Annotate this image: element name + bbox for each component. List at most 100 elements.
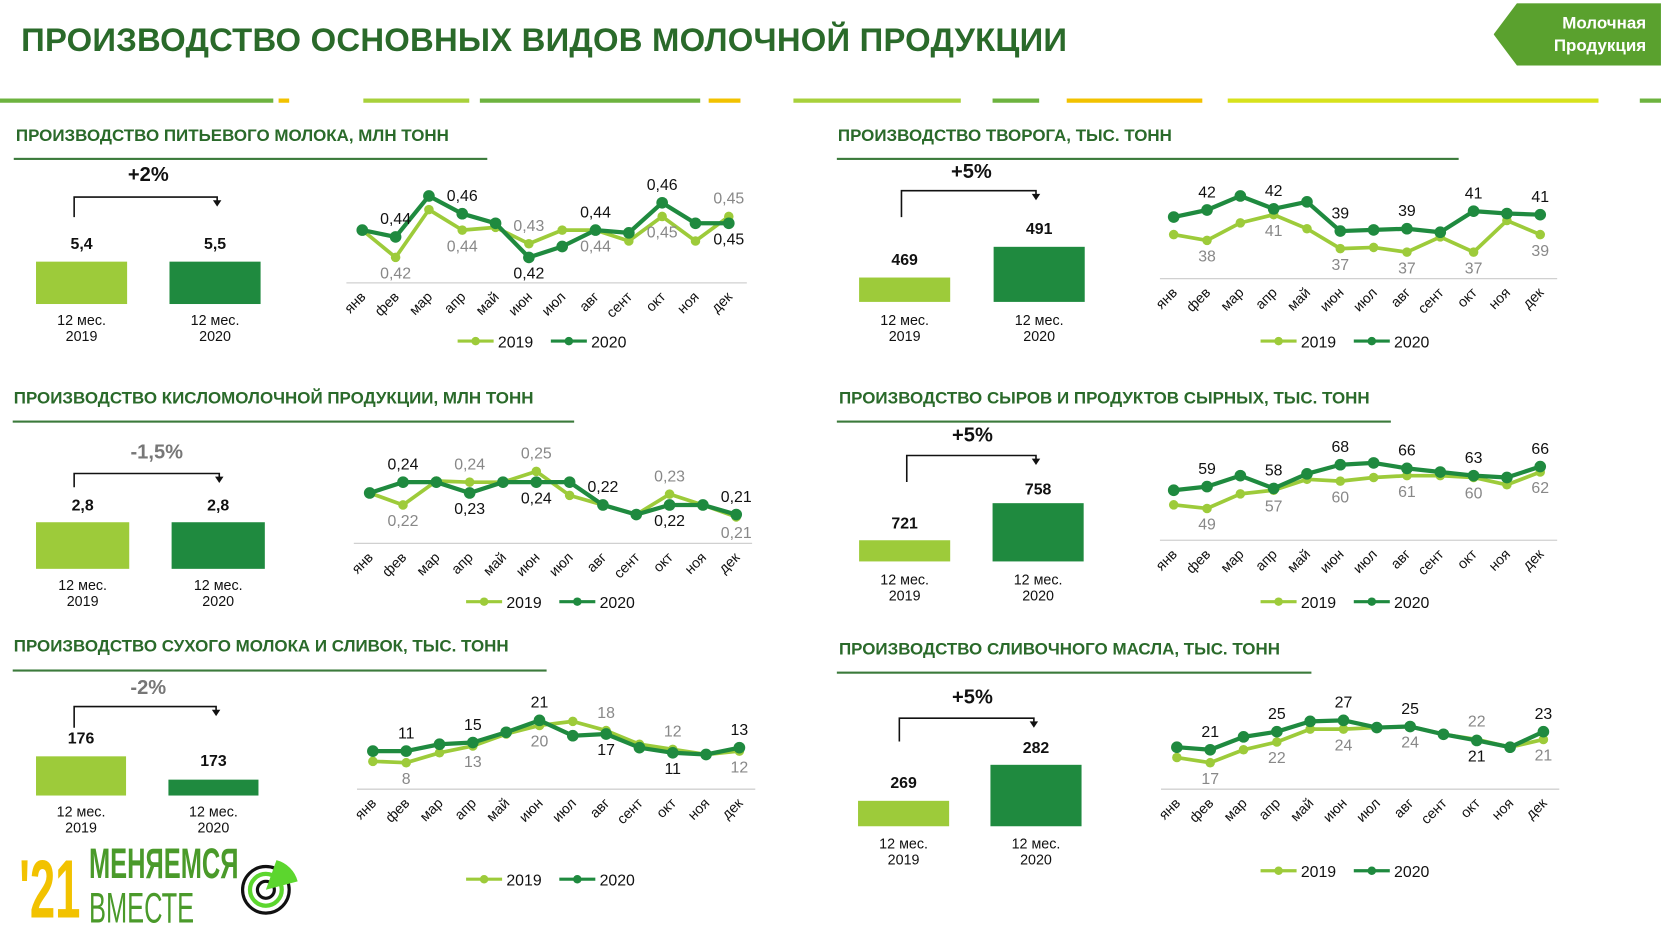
data-point-2019	[1168, 229, 1179, 240]
month-tick-label: май	[484, 796, 514, 826]
legend-label-2019: 2019	[506, 595, 541, 612]
data-point-2020	[463, 487, 476, 499]
month-tick-label: окт	[654, 795, 680, 821]
bar-2020	[169, 261, 261, 305]
data-point-2019	[1168, 500, 1179, 510]
bracket-line	[898, 717, 1035, 742]
data-point-2020	[1167, 211, 1180, 223]
logo-word-1: МЕНЯЕМСЯ	[88, 841, 239, 888]
data-label-2020: 42	[1198, 184, 1216, 201]
arrow-head-icon	[1029, 721, 1039, 728]
legend-marker-2020	[1367, 336, 1377, 346]
data-point-2020	[489, 217, 502, 230]
data-point-2019	[568, 716, 578, 727]
bracket-line	[73, 472, 221, 488]
bar-period-label: 12 мес. 2020	[193, 577, 243, 610]
month-tick-label: ноя	[1486, 285, 1514, 313]
data-label-2019: 21	[1535, 748, 1553, 765]
data-label-2020: 25	[1401, 701, 1419, 718]
data-label-2019: 8	[402, 771, 411, 788]
title-underline	[836, 671, 1312, 674]
data-label-2020: 21	[1468, 749, 1486, 766]
month-tick-label: янв	[342, 289, 370, 317]
data-point-2019	[390, 252, 401, 263]
bar-2019	[36, 522, 130, 569]
change-arrow-bracket	[73, 196, 222, 218]
panel-title: ПРОИЗВОДСТВО ПИТЬЕВОГО МОЛОКА, МЛН ТОНН	[15, 127, 449, 146]
bar-2020	[990, 764, 1082, 827]
panel-title: ПРОИЗВОДСТВО СЫРОВ И ПРОДУКТОВ СЫРНЫХ, Т…	[838, 389, 1370, 408]
change-arrow-bracket	[900, 189, 1041, 218]
month-tick-label: сент	[1418, 795, 1451, 828]
data-point-2020	[367, 745, 379, 757]
bar-value: 758	[1024, 480, 1052, 499]
data-label-2019: 13	[464, 754, 482, 771]
bar-period-label: 12 мес. 2019	[58, 577, 108, 610]
data-point-2020	[1534, 460, 1547, 473]
month-tick-label: янв	[1153, 547, 1181, 575]
data-label-2020: 0,22	[587, 479, 618, 496]
data-point-2020	[1204, 743, 1217, 756]
data-point-2019	[690, 236, 701, 246]
bar-value: 282	[1022, 739, 1050, 758]
month-tick-label: сент	[604, 289, 637, 322]
line-chart-2: 0,22 0,24 0,24 0,23 0,25 0,24 0,22 0,23 0,22 0,21…	[349, 446, 753, 612]
bar-period-label: 12 мес. 2020	[1013, 572, 1063, 604]
month-tick-label: июн	[1317, 547, 1347, 577]
month-tick-label: фев	[372, 289, 403, 320]
data-point-2019	[557, 225, 567, 235]
data-point-2020	[1201, 480, 1213, 493]
data-point-2020	[733, 741, 746, 754]
data-point-2019	[524, 238, 534, 249]
data-point-2020	[623, 227, 635, 239]
bar-period-label: 12 мес. 2020	[1014, 312, 1064, 345]
data-point-2020	[1404, 720, 1416, 733]
title-underline	[12, 669, 547, 672]
bar-value: 469	[891, 251, 918, 270]
month-tick-label: май	[1288, 796, 1318, 826]
data-point-2020	[530, 476, 543, 489]
data-label-2020: 0,42	[513, 266, 544, 283]
month-tick-label: май	[473, 289, 503, 319]
month-tick-label: янв	[352, 796, 380, 824]
bar-2020	[992, 503, 1084, 562]
data-point-2020	[722, 217, 735, 230]
data-label-2019: 0,25	[521, 446, 552, 463]
data-point-2020	[497, 476, 509, 489]
legend-marker-2020	[1367, 597, 1377, 606]
legend-marker-2019	[479, 597, 489, 606]
data-label-2020: 17	[597, 742, 615, 759]
data-point-2019	[1368, 242, 1379, 253]
data-label-2020: 41	[1465, 185, 1483, 202]
data-label-2019: 41	[1265, 223, 1283, 240]
data-label-2020: 23	[1535, 706, 1553, 723]
data-label-2019: 20	[531, 734, 549, 751]
data-label-2019: 38	[1198, 249, 1216, 266]
month-tick-label: мар	[1218, 547, 1248, 577]
arrow-head-icon	[1031, 458, 1041, 466]
month-tick-label: сент	[1415, 285, 1448, 318]
series-line-2020	[1176, 718, 1545, 752]
change-percent: +5%	[950, 161, 992, 184]
data-point-2020	[1504, 741, 1516, 754]
month-tick-label: май	[1285, 547, 1315, 577]
month-tick-label: янв	[349, 550, 377, 578]
month-tick-label: июн	[506, 289, 536, 319]
bar-2019	[36, 756, 127, 796]
legend-marker-2019	[471, 336, 480, 346]
data-point-2020	[697, 499, 709, 511]
panel-title: ПРОИЗВОДСТВО КИСЛОМОЛОЧНОЙ ПРОДУКЦИИ, МЛ…	[13, 389, 534, 408]
arrow-head-icon	[215, 476, 224, 484]
change-percent: +5%	[952, 424, 993, 448]
data-label-2020: 66	[1531, 441, 1549, 458]
month-tick-label: окт	[651, 549, 677, 575]
arrow-head-icon	[212, 200, 222, 207]
data-point-2019	[624, 236, 634, 246]
data-label-2020: 66	[1398, 443, 1416, 460]
bar-period-label: 12 мес. 2020	[190, 312, 240, 345]
data-point-2020	[356, 224, 369, 236]
data-label-2020: 0,23	[454, 501, 485, 518]
data-label-2019: 12	[664, 724, 682, 741]
